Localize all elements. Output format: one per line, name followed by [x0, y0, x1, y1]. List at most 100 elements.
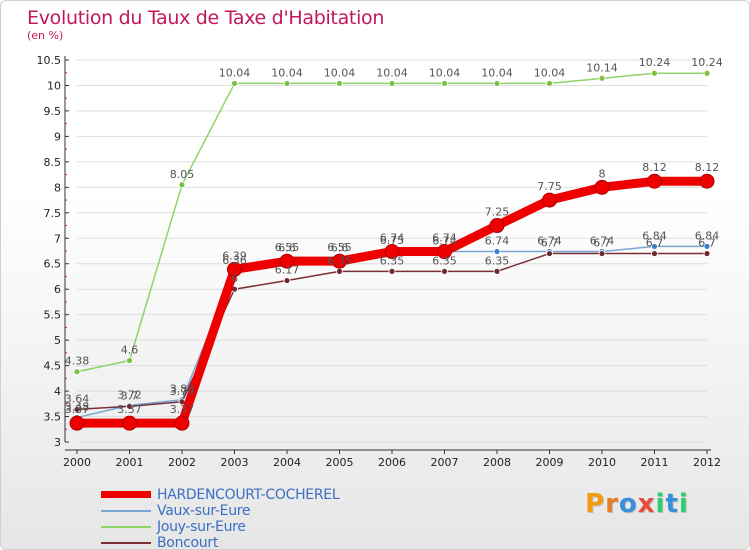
y-tick-label: 9.5: [44, 105, 62, 118]
data-label: 6.7: [593, 237, 611, 250]
data-label: 4.6: [121, 344, 139, 357]
data-point: [546, 250, 553, 257]
chart-title: Evolution du Taux de Taxe d'Habitation: [27, 7, 385, 29]
data-label: 6.55: [327, 241, 352, 254]
data-label: 10.24: [691, 56, 723, 69]
x-tick-label: 2002: [168, 456, 196, 469]
data-label: 10.04: [219, 66, 251, 79]
data-label: 6.6: [278, 242, 296, 255]
data-point: [69, 415, 85, 431]
data-point: [598, 74, 606, 82]
data-label: 3.83: [170, 383, 195, 396]
data-label: 3.72: [117, 388, 142, 401]
data-point: [384, 244, 400, 260]
legend-swatch: [101, 542, 151, 544]
legend-swatch: [101, 510, 151, 512]
line-chart: 3 3.5 4 4.5 5 5.5 6 6.5 7 7.5 8 8.5 9 9.5 10 10.5 2000 20…: [37, 54, 723, 469]
y-tick-label: 7.5: [44, 207, 62, 220]
data-point: [279, 253, 295, 269]
data-label: 8.05: [170, 168, 195, 181]
data-point: [651, 243, 658, 250]
data-label: 6.39: [222, 249, 247, 262]
data-point: [336, 267, 343, 275]
data-point: [73, 406, 81, 413]
data-label: 10.14: [586, 61, 618, 74]
data-label: 4.38: [65, 355, 90, 368]
data-label: 10.24: [639, 56, 671, 69]
data-point: [546, 80, 553, 87]
data-label: 6.74: [537, 235, 562, 248]
y-tick-label: 5.5: [44, 309, 62, 322]
y-tick-label: 5: [54, 334, 61, 347]
x-tick-label: 2007: [431, 456, 459, 469]
data-label: 8.12: [642, 161, 667, 174]
x-tick-label: 2005: [326, 456, 354, 469]
data-label: 3.37: [117, 403, 142, 416]
data-label: 3.37: [65, 403, 90, 416]
x-tick-label: 2010: [588, 456, 616, 469]
data-label: 6.74: [590, 235, 615, 248]
data-point: [598, 250, 606, 257]
logo-letter: i: [678, 489, 689, 519]
data-point: [174, 415, 190, 431]
data-point: [703, 69, 711, 77]
data-label: 6.17: [275, 264, 300, 277]
legend-label: Jouy-sur-Eure: [157, 519, 246, 535]
data-label: 6.74: [432, 232, 457, 245]
x-tick-label: 2003: [221, 456, 249, 469]
x-tick-label: 2011: [641, 456, 669, 469]
y-tick-label: 10: [47, 79, 61, 92]
data-point: [647, 173, 662, 189]
data-point: [651, 69, 658, 77]
data-point: [126, 402, 133, 410]
data-point: [332, 253, 347, 269]
data-label: 6.74: [432, 235, 457, 248]
y-tick-label: 4.5: [44, 360, 62, 373]
data-label: 10.04: [324, 66, 356, 79]
data-label: 3.48: [65, 401, 90, 414]
y-tick-label: 3: [54, 436, 61, 449]
data-label: 6.35: [327, 254, 352, 267]
unit-label: (en %): [27, 29, 64, 42]
data-point: [651, 250, 658, 257]
data-label: 6.35: [432, 254, 457, 267]
y-tick-label: 8: [54, 181, 61, 194]
y-tick-label: 4: [54, 385, 61, 398]
y-tick-label: 7: [54, 232, 61, 245]
data-label: 10.04: [376, 66, 408, 79]
y-tick-label: 6: [54, 283, 61, 296]
data-label: 10.04: [481, 66, 513, 79]
y-tick-label: 10.5: [37, 54, 62, 67]
data-point: [441, 80, 448, 87]
data-label: 3.64: [65, 392, 90, 405]
data-point: [283, 80, 291, 87]
x-tick-label: 2001: [116, 456, 144, 469]
data-label: 6.35: [380, 254, 405, 267]
series-line: [76, 72, 708, 373]
data-point: [699, 173, 715, 189]
data-point: [388, 80, 396, 87]
data-point: [542, 192, 557, 208]
data-point: [493, 248, 501, 255]
data-label: 3.79: [170, 385, 195, 398]
data-point: [283, 277, 291, 284]
data-label: 10.04: [271, 66, 303, 79]
y-tick-label: 8.5: [44, 156, 62, 169]
data-point: [122, 415, 137, 431]
data-label: 6.84: [642, 229, 667, 242]
logo-letter: P: [585, 489, 606, 519]
data-point: [178, 181, 186, 189]
logo-letter: t: [665, 489, 679, 519]
data-point: [73, 368, 81, 376]
data-point: [437, 244, 452, 260]
data-label: 6: [231, 272, 238, 285]
data-label: 6.74: [485, 235, 510, 248]
legend-label: Vaux-sur-Eure: [157, 503, 251, 519]
x-tick-label: 2009: [536, 456, 564, 469]
data-point: [227, 261, 242, 277]
proxiti-logo: Proxiti: [585, 489, 689, 519]
data-label: 10.04: [534, 66, 566, 79]
logo-letter: x: [637, 489, 656, 519]
y-tick-label: 3.5: [44, 411, 62, 424]
